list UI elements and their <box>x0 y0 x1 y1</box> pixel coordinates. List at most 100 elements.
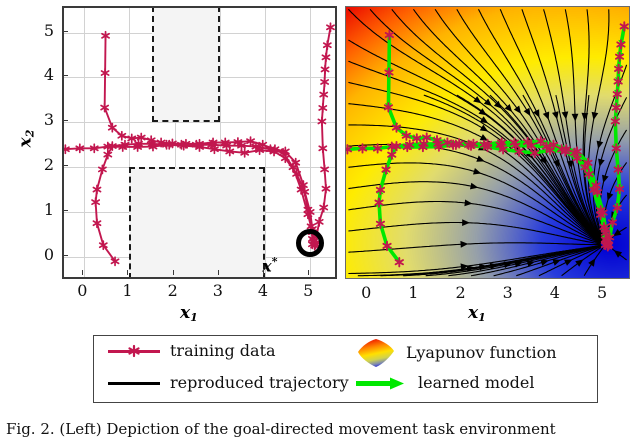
x-tick-label: 0 <box>361 283 372 302</box>
x-axis-label-right: x1 <box>468 303 486 325</box>
data-point-marker <box>246 136 255 147</box>
data-point-marker <box>619 21 629 32</box>
streamline <box>489 94 603 243</box>
streamline <box>499 9 603 242</box>
data-point-marker <box>97 164 107 175</box>
data-point-marker <box>162 139 171 150</box>
data-point-marker <box>100 102 110 113</box>
streamline-arrowhead <box>613 250 623 258</box>
streamline-arrowhead <box>613 229 622 237</box>
streamline-arrowhead <box>526 260 535 267</box>
streamline <box>456 9 603 242</box>
data-point-marker <box>296 184 306 195</box>
streamline <box>521 9 603 242</box>
data-point-marker <box>225 146 235 157</box>
data-point-marker <box>495 139 505 150</box>
training-data-trajectories <box>64 22 335 267</box>
data-point-marker <box>321 183 331 194</box>
data-point-marker <box>607 217 618 228</box>
data-point-marker <box>265 144 275 155</box>
data-point-marker <box>346 144 353 155</box>
data-point-marker <box>191 139 201 150</box>
data-point-marker <box>372 143 383 154</box>
data-point-marker <box>375 184 386 196</box>
x-tick-label: 4 <box>257 281 269 300</box>
streamline <box>348 60 602 242</box>
data-point-marker <box>89 143 99 154</box>
x-tick-label: 2 <box>455 283 466 302</box>
legend-box: training data reproduced trajectory <box>93 335 598 403</box>
streamline <box>522 94 603 242</box>
data-point-marker <box>614 183 625 195</box>
data-point-marker <box>222 140 232 151</box>
x-tick-mark <box>127 270 129 275</box>
streamline-arrowhead <box>539 156 547 165</box>
streamline-arrowhead <box>470 182 479 190</box>
y-tick-label: 1 <box>43 199 54 219</box>
data-point-marker <box>117 130 127 141</box>
data-point-marker <box>319 89 329 100</box>
data-point-marker <box>322 40 332 51</box>
data-point-marker <box>288 162 298 173</box>
data-point-marker <box>136 132 146 143</box>
streamline-arrowhead <box>588 258 596 267</box>
streamline <box>555 94 603 241</box>
data-point-marker <box>614 51 625 62</box>
data-point-marker <box>394 257 404 268</box>
streamline-arrowhead <box>552 259 561 266</box>
y-tick-mark <box>63 254 68 256</box>
streamline-arrowhead <box>504 104 513 112</box>
data-point-marker <box>511 140 521 151</box>
data-point-marker <box>107 141 117 152</box>
data-point-marker <box>318 143 328 154</box>
data-point-marker <box>318 103 328 113</box>
data-point-marker <box>584 168 594 180</box>
legend-label-reproduced-trajectory: reproduced trajectory <box>170 373 349 392</box>
data-point-marker <box>570 147 580 159</box>
data-point-marker <box>100 68 110 78</box>
x-tick-mark <box>308 270 310 275</box>
streamline <box>587 9 610 241</box>
streamline <box>348 8 602 242</box>
legend-item-training-data: training data <box>108 342 276 360</box>
x-tick-mark <box>262 270 264 275</box>
data-point-marker <box>382 240 392 252</box>
data-point-marker <box>530 147 540 159</box>
data-point-marker <box>314 216 324 227</box>
data-point-marker <box>101 30 110 41</box>
streamline-arrowhead <box>571 113 579 122</box>
data-point-marker <box>381 164 391 175</box>
x-tick-label: 1 <box>408 283 419 302</box>
data-point-marker <box>92 218 102 229</box>
data-point-marker <box>604 239 614 251</box>
data-point-marker <box>384 29 394 41</box>
data-point-marker <box>64 144 70 155</box>
right-plot-area <box>345 6 630 279</box>
gridline-vertical <box>310 8 312 277</box>
data-point-marker <box>120 139 130 150</box>
streamline <box>456 94 602 242</box>
streamline-arrowhead <box>473 96 482 104</box>
data-point-marker <box>589 184 599 196</box>
data-point-marker <box>326 22 335 33</box>
data-point-marker <box>134 138 143 149</box>
streamline-arrowhead <box>479 116 489 124</box>
x-tick-label: 5 <box>596 283 608 302</box>
data-point-marker <box>91 197 101 208</box>
training-data-markers-overlay <box>346 21 629 268</box>
legend-label-training-data: training data <box>170 341 276 360</box>
trajectory-line <box>65 143 316 246</box>
streamline-arrowhead <box>473 168 482 175</box>
data-point-marker <box>383 102 394 113</box>
streamline-arrowhead <box>540 259 549 266</box>
data-point-marker <box>611 143 621 154</box>
streamline-arrowhead <box>606 192 614 201</box>
x-tick-label: 2 <box>167 281 178 300</box>
streamline-arrowhead <box>460 263 469 271</box>
lyapunov-surface-icon <box>356 337 396 369</box>
data-point-marker <box>237 140 246 151</box>
x-tick-label: 5 <box>303 281 314 300</box>
data-point-marker <box>522 136 533 148</box>
data-point-marker <box>147 138 157 149</box>
data-point-marker <box>448 139 458 150</box>
